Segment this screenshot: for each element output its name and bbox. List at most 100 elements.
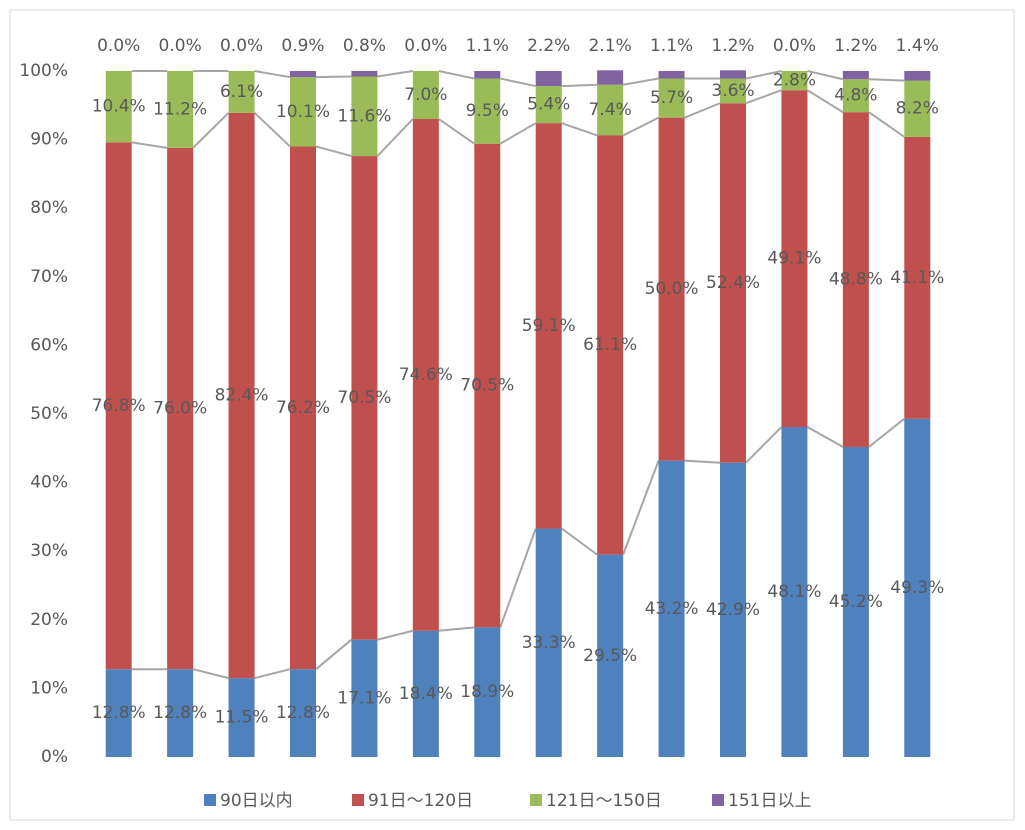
data-label: 2.8% — [773, 71, 816, 91]
bar-segment — [658, 71, 685, 79]
bar-segment — [351, 156, 378, 640]
bar-segment — [228, 678, 255, 757]
bar-segment — [597, 554, 624, 757]
data-label: 0.8% — [343, 36, 386, 56]
data-label: 29.5% — [583, 646, 637, 666]
bar-segment — [474, 143, 501, 628]
bar-segment — [904, 136, 931, 419]
bar-segment — [167, 147, 194, 670]
series-line — [622, 116, 660, 137]
y-tick-label: 0% — [41, 747, 68, 767]
bar-segment — [904, 418, 931, 757]
data-label: 11.2% — [153, 99, 207, 119]
series-line — [315, 75, 352, 79]
legend-swatch — [712, 794, 724, 806]
bar-segment — [781, 71, 808, 91]
data-label: 82.4% — [215, 385, 269, 405]
bar-segment — [720, 70, 746, 79]
series-line — [745, 426, 783, 464]
bar-segment — [597, 135, 624, 555]
bar-segment — [105, 142, 132, 670]
data-label: 49.3% — [890, 578, 944, 598]
series-line — [499, 122, 537, 145]
legend-label: 90日以内 — [220, 791, 293, 811]
data-label: 2.1% — [589, 36, 632, 56]
legend-swatch — [204, 794, 216, 806]
data-label: 12.8% — [276, 703, 330, 723]
data-label: 42.9% — [706, 600, 760, 620]
data-label: 50.0% — [645, 279, 699, 299]
y-tick-label: 60% — [30, 335, 68, 355]
data-label: 76.2% — [276, 398, 330, 418]
data-label: 6.1% — [220, 82, 263, 102]
legend-swatch — [530, 794, 542, 806]
data-label: 0.0% — [159, 36, 202, 56]
data-label: 43.2% — [645, 599, 699, 619]
y-tick-label: 70% — [30, 267, 68, 287]
data-label: 12.8% — [153, 703, 207, 723]
bar-segment — [105, 669, 132, 757]
data-label: 9.5% — [466, 101, 509, 121]
data-label: 11.5% — [215, 708, 269, 728]
data-label: 33.3% — [522, 633, 576, 653]
bar-segment — [167, 669, 194, 757]
bar-segment — [842, 71, 869, 80]
series-line — [745, 70, 782, 80]
data-label: 0.9% — [281, 36, 324, 56]
bar-segment — [412, 119, 439, 631]
series-line — [561, 83, 598, 88]
bar-segment — [167, 71, 194, 148]
data-label: 0.0% — [220, 36, 263, 56]
bar-segment — [351, 76, 378, 157]
y-tick-label: 90% — [30, 130, 68, 150]
series-line — [499, 528, 537, 628]
bar-segment — [228, 71, 255, 113]
series-line — [192, 112, 230, 149]
y-tick-label: 40% — [30, 473, 68, 493]
data-label: 0.0% — [773, 36, 816, 56]
bar-segment — [904, 71, 931, 81]
y-tick-label: 50% — [30, 404, 68, 424]
series-line — [868, 111, 905, 138]
series-line — [561, 122, 598, 137]
series-line — [438, 118, 475, 145]
bar-segment — [842, 446, 869, 757]
data-label: 59.1% — [522, 316, 576, 336]
series-line — [377, 70, 414, 78]
bar-segment — [228, 112, 255, 679]
series-line — [254, 668, 291, 680]
bar-segment — [351, 71, 378, 77]
series-line — [500, 77, 536, 88]
bar-segment — [535, 86, 562, 124]
series-line — [253, 112, 291, 148]
data-label: 10.1% — [276, 102, 330, 122]
data-label: 49.1% — [767, 249, 821, 269]
data-label: 52.4% — [706, 273, 760, 293]
data-label: 1.2% — [834, 36, 877, 56]
series-line — [745, 89, 782, 105]
bar-segment — [474, 627, 501, 757]
y-tick-label: 20% — [30, 610, 68, 630]
series-lines — [131, 70, 905, 680]
data-label: 76.0% — [153, 399, 207, 419]
data-label: 17.1% — [337, 688, 391, 708]
series-line — [684, 459, 721, 464]
data-label: 5.4% — [527, 95, 570, 115]
bar-segment — [597, 84, 624, 136]
data-label: 74.6% — [399, 365, 453, 385]
data-label: 7.4% — [589, 100, 632, 120]
data-label: 1.1% — [650, 36, 693, 56]
bar-segment — [781, 427, 808, 757]
y-tick-label: 10% — [30, 678, 68, 698]
bar-segment — [474, 71, 501, 79]
series-line — [131, 141, 168, 149]
bar-segment — [597, 70, 624, 85]
legend-swatch — [352, 794, 364, 806]
series-line — [254, 70, 291, 79]
series-line — [684, 102, 721, 119]
data-label: 1.1% — [466, 36, 509, 56]
data-label: 12.8% — [92, 703, 146, 723]
data-label: 7.0% — [404, 85, 447, 105]
